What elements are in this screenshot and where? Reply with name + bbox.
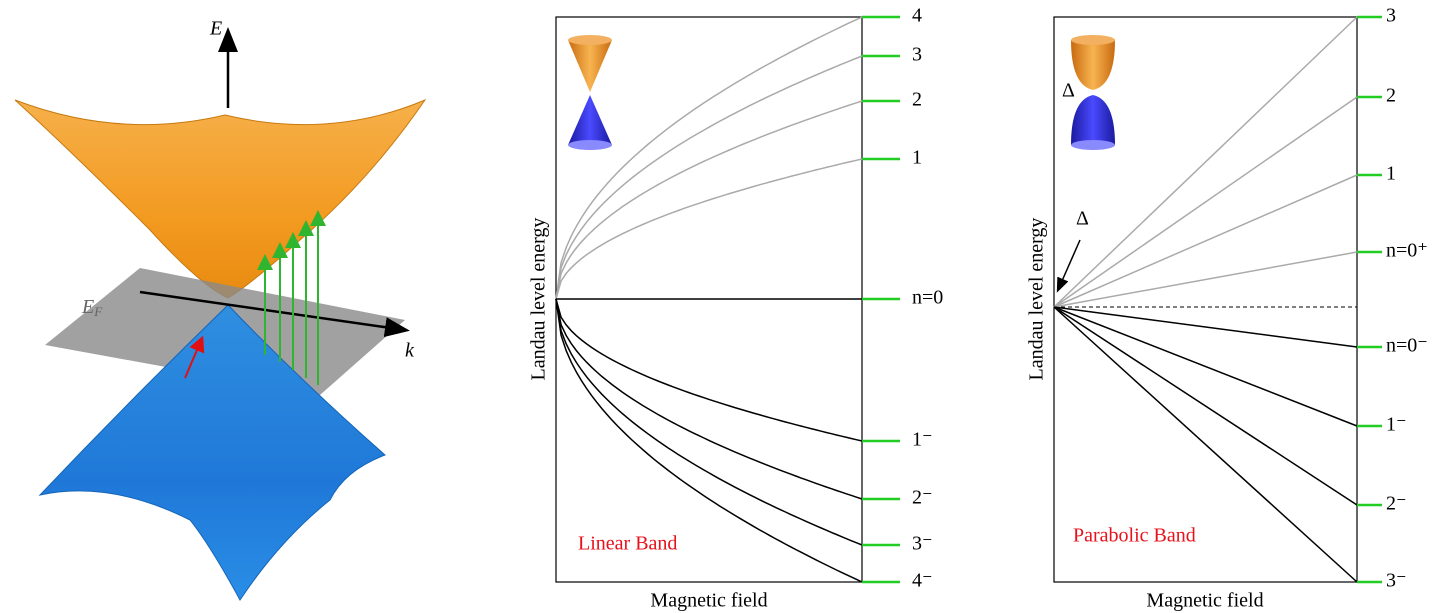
energy-label: E — [209, 18, 222, 40]
level-label: 4 — [912, 5, 922, 27]
fermi-main: E — [81, 296, 94, 318]
landau-level — [556, 299, 862, 545]
level-label: 3 — [912, 44, 922, 66]
landau-level — [1054, 175, 1357, 307]
band-diagram: E EF k — [15, 18, 425, 600]
level-label: n=0 — [912, 287, 943, 309]
cone-lower — [1071, 95, 1115, 145]
cone-bottom — [1071, 140, 1115, 150]
cone-bottom — [568, 140, 612, 150]
x-axis-label: Magnetic field — [1146, 590, 1263, 612]
landau-level — [1054, 307, 1357, 347]
landau-level — [556, 159, 862, 299]
cone-upper — [1071, 40, 1115, 90]
x-axis-label: Magnetic field — [650, 590, 767, 612]
y-axis-label: Landau level energy — [1026, 218, 1048, 381]
cone-top — [1071, 35, 1115, 45]
gap-label: Δ — [1062, 80, 1075, 102]
cone-top — [568, 35, 612, 45]
level-label: 1⁻ — [912, 429, 933, 451]
level-label: n=0⁻ — [1386, 335, 1428, 357]
cone-upper — [568, 40, 612, 92]
level-label: 3⁻ — [912, 533, 933, 555]
band-label: Parabolic Band — [1073, 525, 1196, 547]
figure: E EF k Landau level energy Magnetic fiel… — [0, 0, 1448, 613]
y-axis-label: Landau level energy — [528, 218, 550, 381]
level-label: 2⁻ — [912, 487, 933, 509]
conduction-band — [15, 100, 425, 298]
landau-level — [1054, 307, 1357, 505]
level-label: 1 — [1386, 163, 1396, 185]
level-label: 1 — [912, 147, 922, 169]
level-label: 3 — [1386, 5, 1396, 27]
cone-lower — [568, 95, 612, 145]
level-label: 3⁻ — [1386, 570, 1407, 592]
parabolic-panel: Δ Δ Landau level energy Magnetic field P… — [1026, 5, 1428, 612]
gap-label: Δ — [1076, 208, 1089, 230]
k-label: k — [405, 340, 415, 362]
gap-arrow — [1058, 240, 1080, 290]
linear-panel: Landau level energy Magnetic field Linea… — [528, 5, 944, 612]
landau-level — [556, 299, 862, 441]
level-label: n=0⁺ — [1386, 240, 1428, 262]
level-label: 2 — [1386, 85, 1396, 107]
landau-level — [1054, 252, 1357, 307]
level-label: 2⁻ — [1386, 493, 1407, 515]
level-label: 2 — [912, 89, 922, 111]
level-label: 1⁻ — [1386, 414, 1407, 436]
landau-level — [556, 56, 862, 299]
fermi-sub: F — [93, 304, 103, 319]
band-label: Linear Band — [578, 533, 677, 555]
landau-level — [1054, 307, 1357, 426]
fermi-label: EF — [81, 296, 103, 319]
level-label: 4⁻ — [912, 570, 933, 592]
